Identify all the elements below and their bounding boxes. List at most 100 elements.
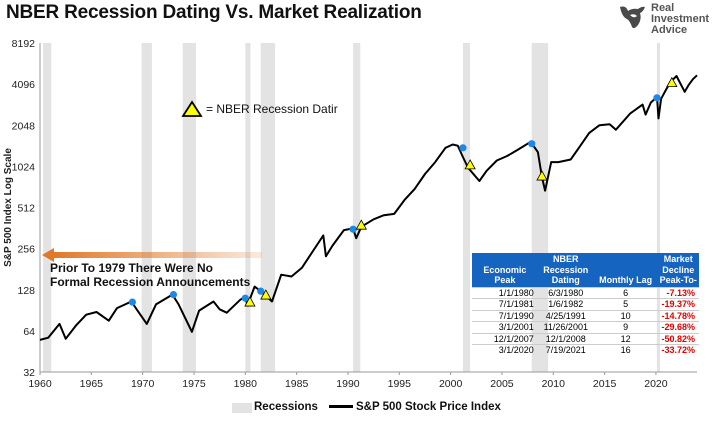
note-line-1: Prior To 1979 There Were No	[50, 261, 213, 275]
recession-announcement-marker	[244, 296, 256, 307]
table-cell: -19.37%	[657, 298, 699, 311]
line-swatch	[329, 405, 353, 408]
table-cell: 3/1/2001	[472, 321, 538, 334]
recession-band	[43, 43, 52, 372]
y-tick-label: 128	[17, 285, 35, 297]
table-row: 7/1/1990 4/25/1991 10 -14.78%	[472, 309, 699, 322]
table-cell: 11/26/2001	[537, 321, 594, 334]
table-cell: 1/1/1980	[472, 286, 538, 299]
table-row: 12/1/2007 12/1/2008 12 -50.82%	[472, 332, 699, 345]
table-body: 1/1/1980 6/3/1980 6 -7.13% 7/1/1981 1/6/1982 5…	[472, 286, 699, 357]
recession-band	[245, 43, 251, 372]
legend-recessions: Recessions	[254, 401, 318, 413]
arrow	[42, 248, 262, 262]
arrow-head	[42, 248, 54, 262]
table-cell: 4/25/1991	[537, 309, 594, 322]
economic-peak-marker	[241, 294, 249, 302]
recession-announcement-marker	[666, 76, 678, 88]
note-line-2: Formal Recession Announcements	[50, 275, 251, 289]
table-cell: 12	[593, 332, 658, 345]
table-header: Market Decline Peak-To-	[657, 253, 699, 287]
x-tick-label: 1990	[336, 378, 360, 390]
table-cell: 1/6/1982	[537, 298, 594, 311]
table-cell: 5	[593, 298, 658, 311]
recession-swatch	[232, 403, 252, 413]
table-cell: -29.68%	[657, 321, 699, 334]
recession-band	[182, 43, 197, 372]
x-tick-label: 1980	[234, 378, 258, 390]
y-tick-label: 8192	[12, 38, 36, 50]
table-cell: 7/1/1990	[472, 309, 538, 322]
recession-band	[260, 43, 276, 372]
logo-line-3: Advice	[651, 24, 688, 36]
table-cell: -14.78%	[657, 309, 699, 322]
x-tick-label: 1995	[388, 378, 412, 390]
x-tick-label: 2000	[439, 378, 463, 390]
arrow-shaft	[52, 252, 262, 258]
recession-announcement-marker	[536, 170, 548, 181]
table-row: 7/1/1981 1/6/1982 5 -19.37%	[472, 298, 699, 311]
economic-peak-marker	[459, 144, 467, 152]
table-header: NBER Recession Dating	[537, 253, 594, 287]
recession-table: Economic Peak NBER Recession Dating Mont…	[472, 253, 699, 357]
recession-announcement-marker	[355, 219, 367, 230]
economic-peak-marker	[169, 290, 178, 299]
y-tick-label: 1024	[12, 161, 36, 173]
table-cell: -50.82%	[657, 332, 699, 345]
recession-band	[353, 43, 361, 372]
economic-peak-marker	[128, 298, 136, 306]
x-tick-label: 2010	[542, 378, 566, 390]
recession-band	[141, 43, 152, 372]
recession-band	[656, 43, 661, 372]
economic-peak-marker	[349, 225, 357, 233]
x-tick-label: 1965	[80, 378, 104, 390]
economic-peak-marker	[528, 140, 536, 148]
recession-announcement-marker	[464, 159, 476, 170]
x-tick-label: 2020	[644, 378, 668, 390]
table-header: Monthly Lag	[593, 253, 658, 287]
x-tick-label: 1960	[28, 378, 52, 390]
table-cell: 12/1/2008	[537, 332, 594, 345]
logo-line-1: Real	[651, 2, 675, 14]
y-axis-label: S&P 500 Index Log Scale	[3, 148, 14, 267]
table-cell: 7/1/1981	[472, 298, 538, 311]
table-row: 1/1/1980 6/3/1980 6 -7.13%	[472, 286, 699, 299]
bull-logo-icon	[620, 6, 645, 29]
recession-announcement-marker	[260, 289, 272, 300]
table-cell: 6/3/1980	[537, 286, 594, 299]
table-cell: -33.72%	[657, 344, 699, 357]
table-cell: 10	[593, 309, 658, 322]
x-tick-label: 1970	[131, 378, 155, 390]
y-tick-label: 32	[23, 367, 35, 379]
table-cell: 3/1/2020	[472, 344, 538, 357]
x-tick-label: 1985	[285, 378, 309, 390]
x-tick-label: 1975	[182, 378, 206, 390]
y-tick-label: 512	[17, 203, 35, 215]
page-title: NBER Recession Dating Vs. Market Realiza…	[6, 2, 422, 23]
recession-band	[462, 43, 471, 372]
y-tick-label: 2048	[12, 120, 36, 132]
y-tick-label: 256	[17, 244, 35, 256]
table-cell: 7/19/2021	[537, 344, 594, 357]
table-cell: 9	[593, 321, 658, 334]
table-row: 3/1/2001 11/26/2001 9 -29.68%	[472, 321, 699, 334]
logo: Real Investment Advice	[618, 2, 718, 36]
markers	[128, 76, 678, 307]
table-row: 3/1/2020 7/19/2021 16 -33.72%	[472, 344, 699, 357]
x-tick-label: 2005	[490, 378, 514, 390]
x-tick-label: 2015	[593, 378, 617, 390]
y-tick-label: 64	[23, 326, 35, 338]
table-cell: 12/1/2007	[472, 332, 538, 345]
triangle-marker-icon	[181, 100, 203, 117]
y-tick-label: 4096	[12, 79, 36, 91]
note: Prior To 1979 There Were No Formal Reces…	[50, 261, 250, 289]
table-header-row: Economic Peak NBER Recession Dating Mont…	[472, 253, 699, 287]
table-cell: -7.13%	[657, 286, 699, 299]
table-cell: 6	[593, 286, 658, 299]
economic-peak-marker	[653, 94, 661, 102]
logo-line-2: Investment	[651, 13, 710, 25]
table-cell: 16	[593, 344, 658, 357]
economic-peak-marker	[257, 287, 265, 295]
